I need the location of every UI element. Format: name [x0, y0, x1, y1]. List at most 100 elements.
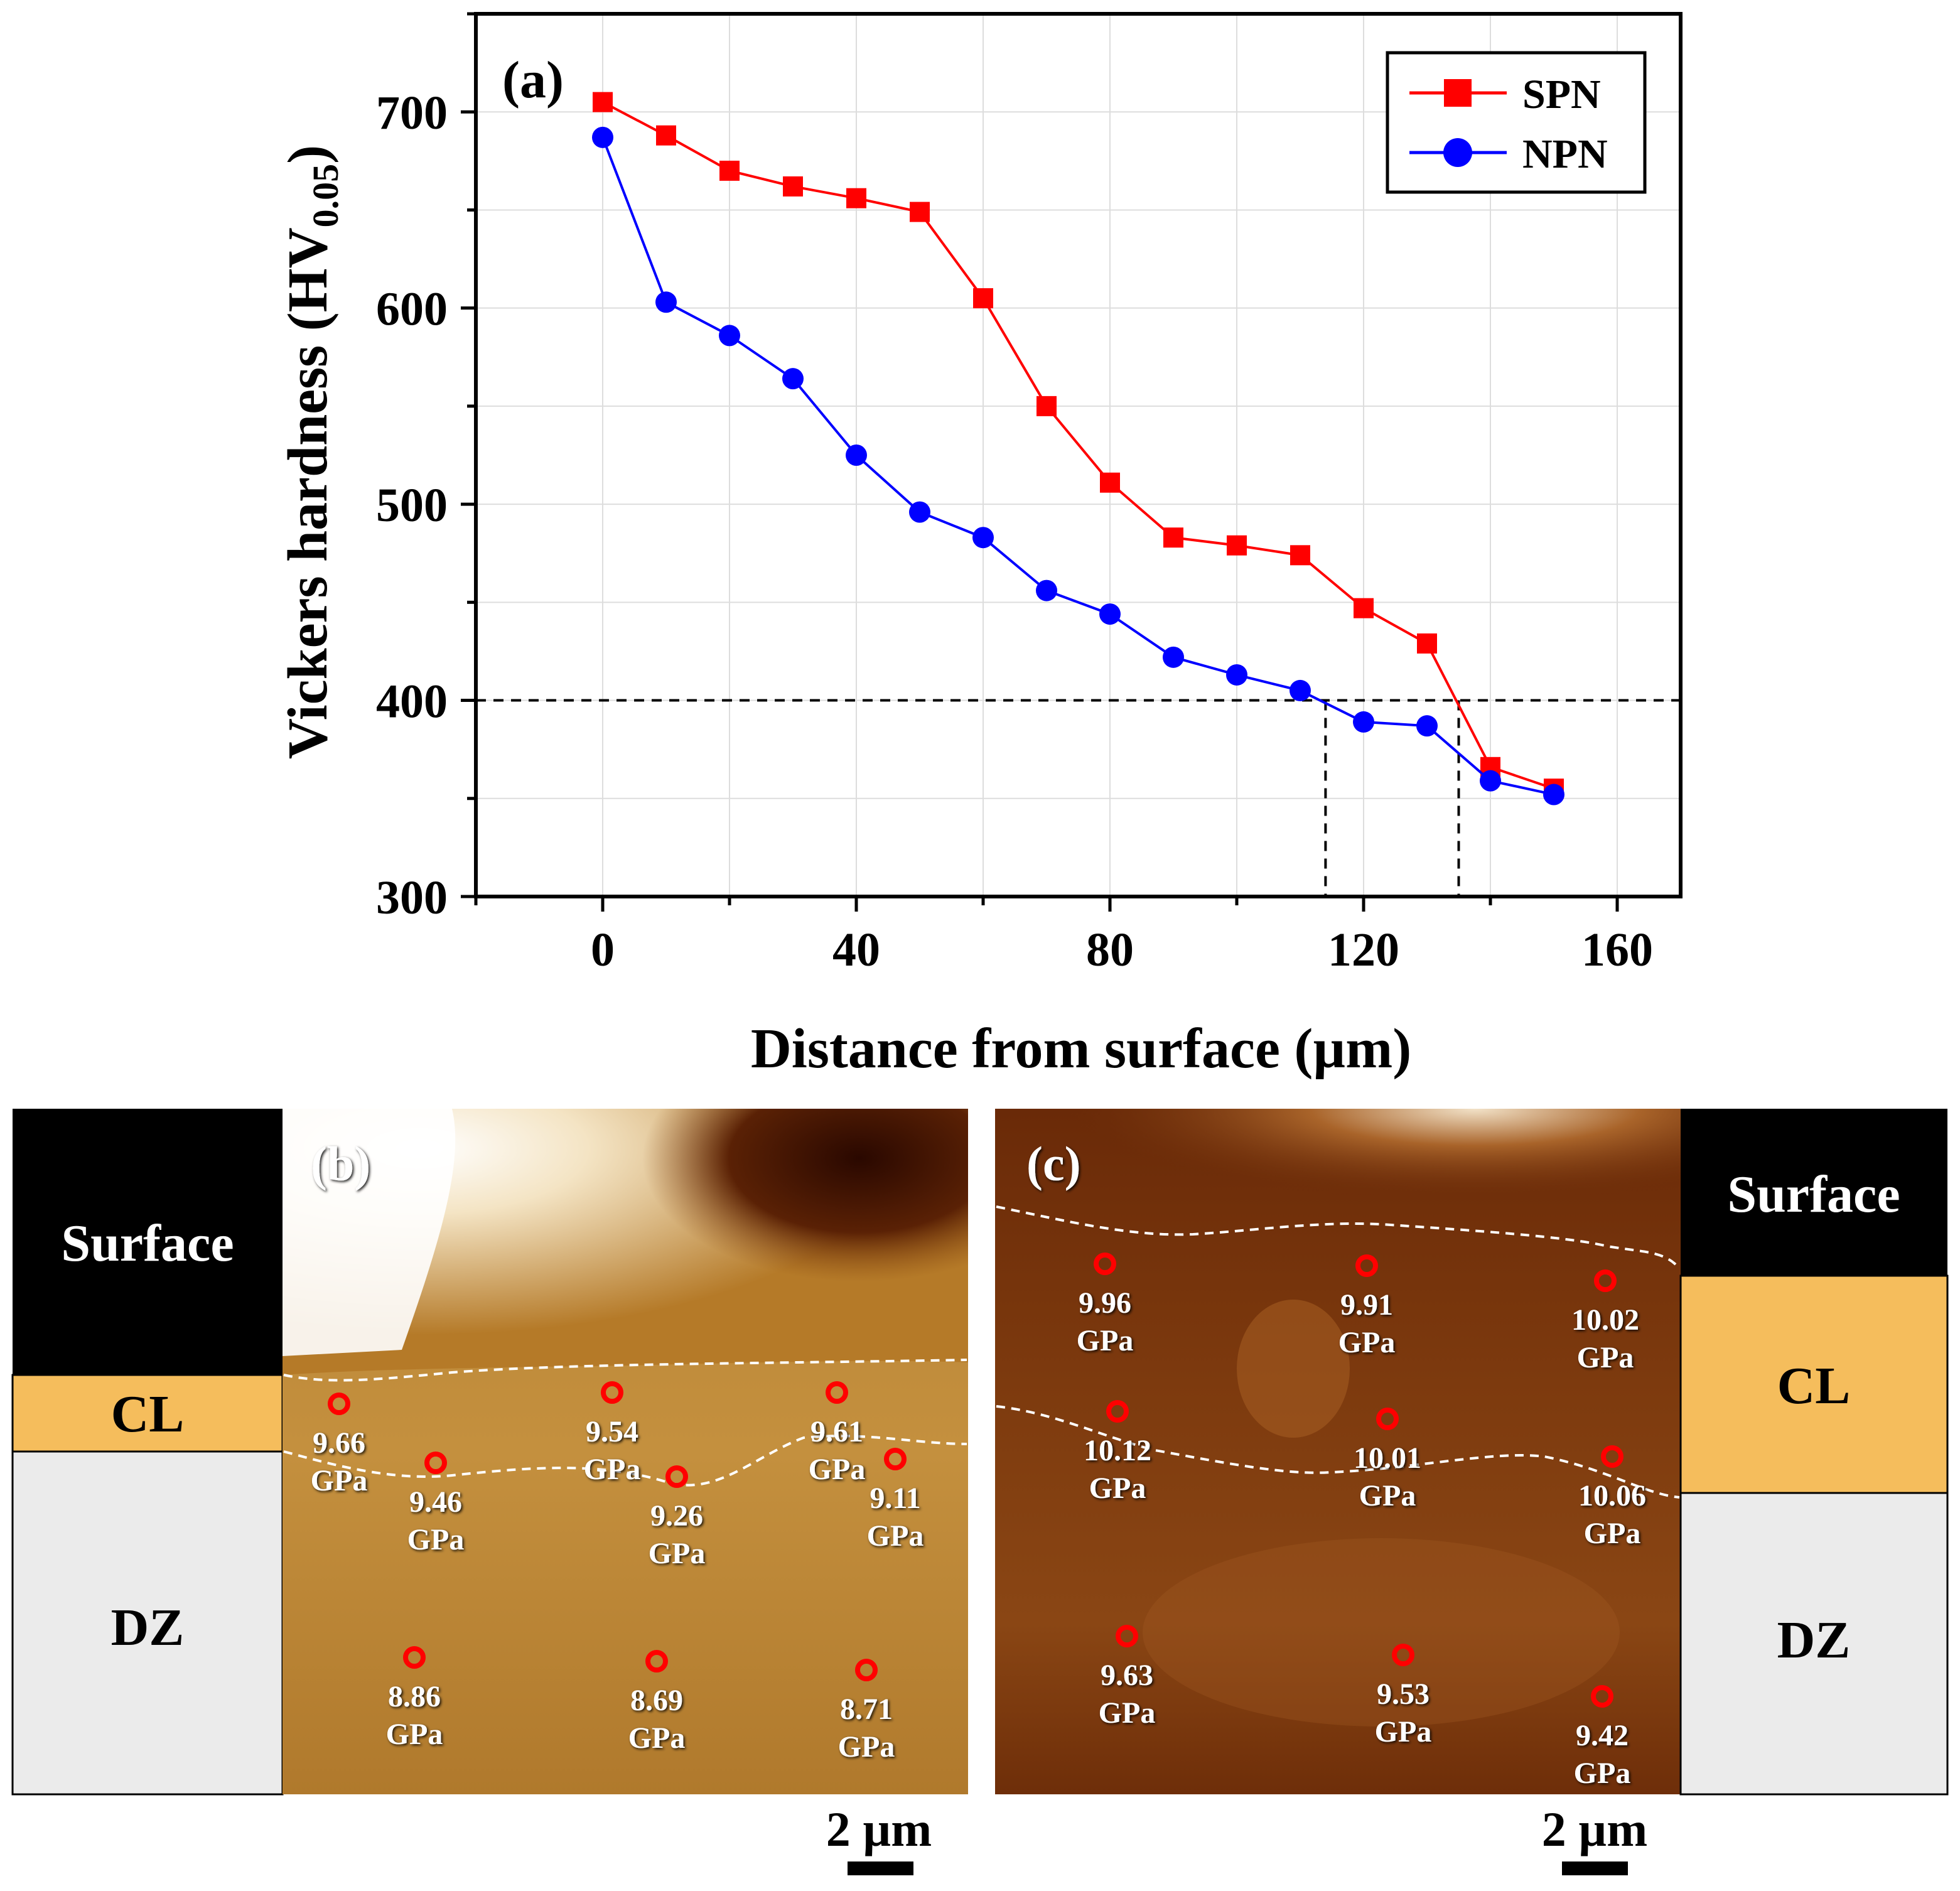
panel-b-point-unit: GPa: [628, 1721, 686, 1755]
panel-c-point-value: 9.96: [1079, 1286, 1131, 1320]
panel-b-dz-label: DZ: [111, 1598, 185, 1657]
indent-marker-icon: [1392, 1644, 1414, 1666]
panel-b-upper-boundary: [283, 1359, 967, 1382]
panel-c-point-unit: GPa: [1099, 1696, 1156, 1730]
y-axis-title: Vickers hardness (HV0.05): [277, 145, 346, 759]
x-tick-label: 80: [1086, 924, 1134, 976]
panel-c-scale-label: 2 µm: [1542, 1802, 1647, 1856]
panel-c-point-unit: GPa: [1375, 1715, 1432, 1748]
data-point-npn: [719, 325, 740, 347]
legend-box: [1386, 51, 1647, 194]
y-tick-label: 600: [376, 283, 448, 336]
indent-marker-icon: [1376, 1408, 1399, 1430]
panel-b-micrograph: [283, 1109, 968, 1794]
panel-c-point: 10.01 GPa: [1354, 1408, 1421, 1512]
y-axis-title-subscript: 0.05: [305, 164, 346, 228]
panel-b-point: 9.61 GPa: [809, 1381, 866, 1486]
indent-marker-icon: [665, 1465, 688, 1488]
indent-marker-icon: [855, 1659, 878, 1681]
panel-b-point-value: 8.71: [840, 1693, 893, 1726]
series-line-npn: [601, 137, 1554, 796]
reference-lines: [476, 699, 1681, 897]
data-point-npn: [1480, 770, 1501, 792]
panel-c-cl-block: [1679, 1274, 1949, 1494]
legend-marker-spn: [1444, 79, 1472, 107]
panel-c-point-unit: GPa: [1089, 1472, 1146, 1505]
panel-c-cl-label: CL: [1777, 1357, 1851, 1415]
data-point-spn: [656, 125, 676, 146]
panel-c-point: 9.42 GPa: [1574, 1685, 1630, 1790]
data-point-spn: [1227, 535, 1247, 556]
panel-c-point-value: 9.53: [1377, 1678, 1430, 1711]
panel-b-label: (b): [311, 1136, 370, 1191]
data-point-npn: [1416, 715, 1438, 737]
panel-b-point-unit: GPa: [809, 1453, 866, 1486]
panel-b-point-value: 9.11: [870, 1482, 920, 1515]
panel-c-surface-block: [1681, 1109, 1947, 1276]
y-tick-label: 500: [376, 479, 448, 532]
x-axis-title: Distance from surface (µm): [751, 1018, 1411, 1080]
data-point-spn: [846, 188, 866, 208]
legend: SPN NPN: [1386, 51, 1647, 194]
panel-c-dz-label: DZ: [1777, 1611, 1851, 1669]
panel-b-scale-label: 2 µm: [826, 1802, 932, 1856]
panel-b-point-unit: GPa: [407, 1523, 465, 1556]
y-tick-label: 300: [376, 871, 448, 924]
x-tick-label: 40: [832, 924, 880, 976]
panel-b-surface-block: [13, 1109, 283, 1375]
panel-b-point-unit: GPa: [867, 1519, 924, 1553]
series-layer: [592, 92, 1564, 805]
data-point-spn: [1100, 472, 1120, 493]
data-point-spn: [719, 160, 740, 181]
indent-marker-icon: [1116, 1625, 1138, 1647]
panel-b-point-unit: GPa: [649, 1537, 706, 1570]
x-axis-ticks: 0 40 80 120 160: [474, 897, 1653, 976]
panel-b-point-value: 9.61: [810, 1415, 863, 1448]
panel-c-point-value: 9.42: [1576, 1719, 1629, 1752]
panel-c-point: 9.53 GPa: [1375, 1644, 1432, 1748]
panel-c-point-value: 10.02: [1571, 1303, 1639, 1337]
y-axis-title-close: ): [277, 145, 339, 164]
y-axis-title-main: Vickers hardness (HV: [277, 227, 339, 759]
panel-c-point-unit: GPa: [1577, 1341, 1634, 1374]
indent-marker-icon: [403, 1646, 426, 1669]
panel-c-point: 10.02 GPa: [1571, 1269, 1639, 1374]
panel-c-scale-bar: [1562, 1861, 1628, 1875]
panel-c-upper-boundary: [996, 1205, 1681, 1269]
panel-b-point-unit: GPa: [386, 1718, 443, 1751]
data-point-npn: [1543, 784, 1564, 805]
panel-c-point-unit: GPa: [1584, 1517, 1641, 1550]
panel-b-scale-bar: [848, 1861, 913, 1875]
panel-c-dz-block: [1679, 1492, 1949, 1796]
panel-c-point: 9.91 GPa: [1338, 1254, 1395, 1359]
data-point-npn: [972, 527, 994, 549]
panel-c-surface-label: Surface: [1727, 1165, 1900, 1224]
panel-b-point: 9.66 GPa: [311, 1393, 367, 1497]
panel-b-point-unit: GPa: [838, 1730, 895, 1764]
indent-marker-icon: [826, 1381, 848, 1404]
y-tick-label: 400: [376, 676, 448, 728]
panel-c-point-unit: GPa: [1359, 1479, 1416, 1512]
panel-b-point: 9.46 GPa: [407, 1452, 465, 1556]
panel-b-cl-block: [11, 1374, 284, 1453]
panel-c-micrograph: [995, 1109, 1681, 1794]
y-tick-label: 700: [376, 87, 448, 139]
panel-c-point-value: 10.01: [1354, 1441, 1421, 1475]
data-point-spn: [1163, 527, 1183, 548]
data-point-npn: [909, 501, 930, 523]
indent-marker-icon: [1094, 1253, 1116, 1275]
panel-c-point: 10.12 GPa: [1084, 1400, 1151, 1505]
data-point-npn: [655, 291, 677, 313]
data-point-spn: [973, 288, 993, 309]
panel-c-point: 10.06 GPa: [1578, 1445, 1646, 1550]
panel-b-indent-points: 9.66GPa9.46GPa9.54GPa9.26GPa9.61GPa9.11G…: [311, 1381, 924, 1764]
indent-marker-icon: [1601, 1445, 1623, 1468]
data-point-spn: [910, 202, 930, 222]
indent-marker-icon: [328, 1393, 350, 1415]
panel-c-point: 9.63 GPa: [1099, 1625, 1156, 1730]
indent-marker-icon: [601, 1381, 623, 1404]
indent-marker-icon: [645, 1650, 668, 1673]
